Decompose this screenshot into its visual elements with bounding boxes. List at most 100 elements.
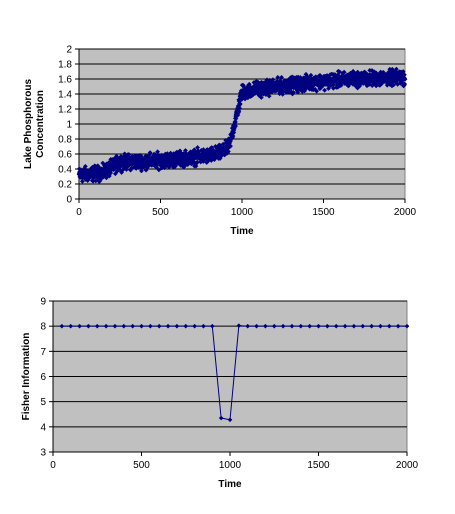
x-tick-label: 1000 xyxy=(231,207,254,218)
data-point xyxy=(291,90,296,95)
data-point xyxy=(402,81,408,87)
data-point xyxy=(308,72,314,78)
data-point xyxy=(387,66,393,72)
data-point xyxy=(355,69,361,75)
data-point xyxy=(108,166,114,172)
data-point xyxy=(386,76,392,82)
x-tick-label: 2000 xyxy=(394,207,417,218)
data-point xyxy=(348,70,353,76)
data-point xyxy=(161,154,167,160)
data-point xyxy=(224,138,230,144)
data-point xyxy=(201,323,206,329)
data-point xyxy=(269,79,275,84)
data-point xyxy=(364,76,370,82)
data-point xyxy=(156,323,162,329)
data-point xyxy=(337,69,343,75)
data-point xyxy=(294,76,299,82)
data-point xyxy=(147,150,153,156)
data-point xyxy=(322,87,328,93)
data-point xyxy=(90,164,96,170)
data-point xyxy=(373,81,378,87)
data-point xyxy=(208,158,214,163)
data-point xyxy=(303,71,309,77)
data-point xyxy=(278,78,283,84)
data-point xyxy=(103,175,109,181)
data-point xyxy=(240,94,245,100)
data-point xyxy=(218,415,224,421)
y-tick-label: 1.2 xyxy=(58,105,72,116)
data-point xyxy=(393,69,399,75)
phosphorous-chart: 0 0.2 0.4 0.6 0.8 1 1.2 1.4 1.6 1.8 2 0 500 1000 1500 2… xyxy=(23,45,417,238)
data-point xyxy=(235,112,241,118)
data-point xyxy=(189,161,194,167)
data-point xyxy=(188,150,194,156)
data-point xyxy=(386,80,392,85)
data-point xyxy=(167,161,173,167)
data-point xyxy=(264,77,270,83)
data-point xyxy=(236,108,242,114)
data-point xyxy=(120,154,126,160)
data-point xyxy=(80,178,85,184)
data-point xyxy=(227,138,233,144)
data-point xyxy=(84,167,90,173)
data-point xyxy=(357,83,363,89)
y-tick-label: 0 xyxy=(66,195,72,206)
y-tick-label: 8 xyxy=(40,322,46,333)
data-point xyxy=(106,173,112,179)
y-tick-label: 6 xyxy=(40,372,46,383)
x-tick-label: 0 xyxy=(76,207,82,218)
data-point xyxy=(250,92,256,98)
data-point xyxy=(209,145,215,150)
data-point xyxy=(200,159,206,164)
data-point xyxy=(159,154,165,160)
y-tick-label: 5 xyxy=(40,397,46,408)
data-point xyxy=(112,171,118,177)
data-point xyxy=(258,95,264,100)
data-point xyxy=(391,82,396,88)
data-point xyxy=(307,74,313,80)
data-point xyxy=(177,148,183,154)
data-point xyxy=(335,84,341,90)
y-axis-title: Fisher Information xyxy=(21,333,32,421)
data-point xyxy=(179,162,185,168)
data-point xyxy=(393,79,399,85)
y-tick-label: 0.8 xyxy=(58,135,72,146)
data-point xyxy=(227,417,233,423)
data-point xyxy=(307,78,313,83)
series-line xyxy=(61,325,407,421)
data-point xyxy=(193,163,199,169)
y-tick-label: 1 xyxy=(66,120,72,131)
data-point xyxy=(373,83,379,89)
data-point xyxy=(291,81,297,87)
data-point xyxy=(124,167,129,172)
data-point xyxy=(230,133,236,139)
data-point xyxy=(165,323,171,329)
data-point xyxy=(270,77,276,83)
data-point xyxy=(388,74,394,80)
y-axis-title-line: Concentration xyxy=(35,90,46,158)
y-tick-label: 9 xyxy=(40,297,46,308)
data-point xyxy=(393,66,399,72)
data-point xyxy=(278,90,283,96)
data-point xyxy=(240,82,246,88)
data-point xyxy=(166,164,172,170)
data-point xyxy=(246,81,252,87)
data-point xyxy=(195,145,200,150)
data-point xyxy=(245,92,251,98)
x-tick-label: 500 xyxy=(133,460,150,471)
x-axis-title: Time xyxy=(218,479,242,490)
data-point xyxy=(131,164,137,170)
data-point xyxy=(390,69,396,75)
data-point xyxy=(85,178,91,183)
y-axis-title: Lake PhosphorousConcentration xyxy=(23,79,46,169)
data-point xyxy=(384,71,390,77)
data-point xyxy=(87,175,92,181)
data-point xyxy=(257,81,263,86)
data-point xyxy=(119,170,124,175)
data-point xyxy=(178,150,183,156)
x-tick-label: 1500 xyxy=(312,207,335,218)
data-point xyxy=(282,78,288,83)
y-tick-label: 0.2 xyxy=(58,180,72,191)
x-tick-label: 1500 xyxy=(307,460,330,471)
data-point xyxy=(400,77,406,83)
